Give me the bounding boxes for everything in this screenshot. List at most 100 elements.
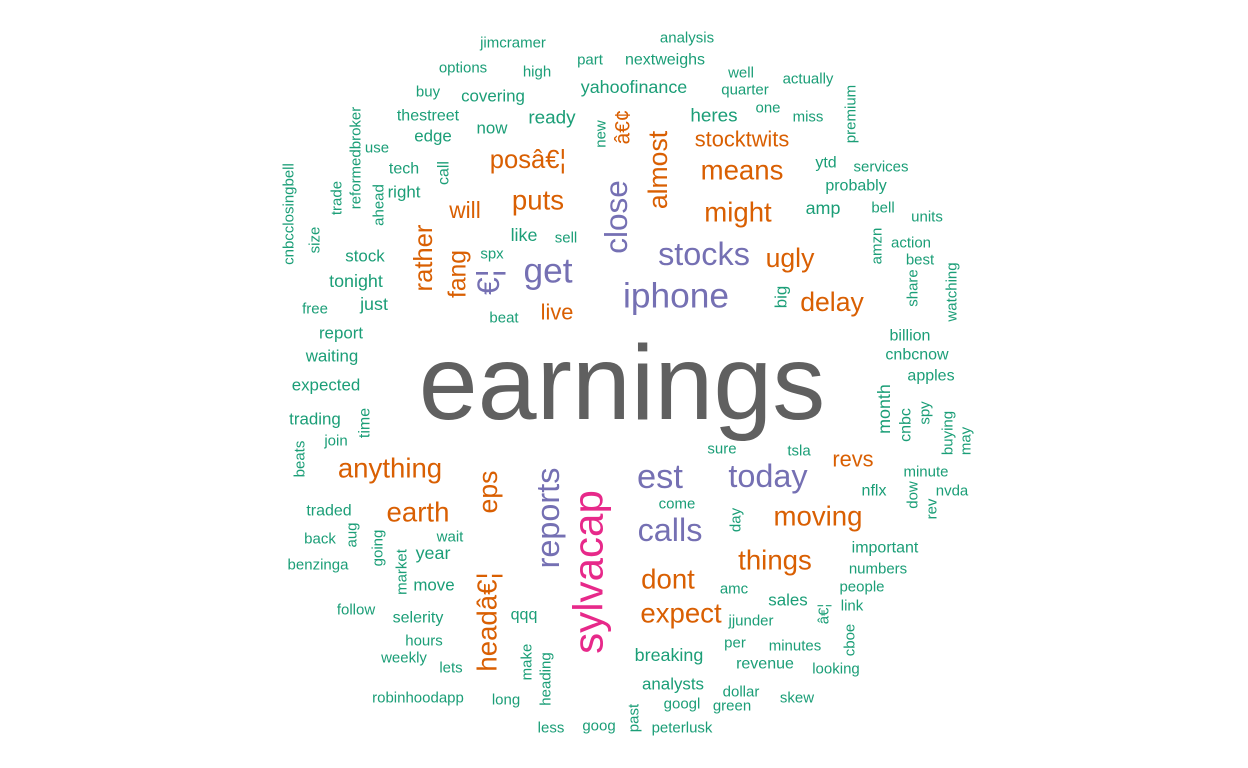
word-106: traded — [306, 503, 351, 520]
word-17: almost — [643, 130, 673, 209]
word-0: earnings — [419, 324, 826, 442]
word-2: iphone — [623, 277, 729, 316]
word-130: cboe — [842, 624, 859, 657]
word-14: might — [704, 197, 772, 228]
word-43: yahoofinance — [581, 77, 687, 97]
word-16: delay — [800, 287, 864, 317]
word-107: aug — [344, 522, 361, 547]
word-25: things — [738, 545, 812, 576]
word-13: means — [701, 155, 784, 186]
word-112: year — [416, 543, 451, 563]
word-132: breaking — [635, 645, 704, 665]
word-82: beat — [489, 310, 519, 327]
word-42: buy — [416, 84, 441, 101]
word-54: edge — [414, 127, 452, 146]
word-119: people — [839, 579, 884, 596]
word-138: analysts — [642, 675, 704, 694]
word-78: big — [772, 286, 791, 309]
word-79: share — [905, 269, 922, 307]
word-19: fang — [445, 250, 472, 298]
word-123: link — [841, 598, 864, 615]
word-62: ahead — [371, 184, 388, 226]
word-40: actually — [783, 71, 834, 88]
word-35: part — [577, 52, 604, 69]
word-67: units — [911, 209, 943, 226]
word-49: heres — [690, 106, 737, 127]
word-74: action — [891, 235, 931, 252]
word-15: ugly — [766, 243, 815, 273]
word-64: probably — [825, 178, 886, 195]
word-56: cnbcclosingbell — [281, 163, 298, 265]
word-52: now — [477, 119, 509, 138]
word-60: services — [853, 159, 908, 176]
word-104: rev — [924, 498, 941, 519]
word-63: trade — [329, 181, 346, 215]
word-121: follow — [337, 602, 376, 619]
word-108: day — [728, 507, 745, 532]
word-55: use — [365, 140, 389, 157]
word-23: headâ€¦ — [472, 572, 503, 671]
word-146: less — [538, 720, 565, 737]
word-109: back — [304, 531, 336, 548]
word-4: stocks — [658, 236, 750, 272]
word-41: premium — [843, 85, 860, 143]
word-80: free — [302, 301, 328, 318]
word-125: jjunder — [727, 613, 773, 630]
word-65: amp — [806, 198, 841, 218]
word-20: anything — [338, 453, 442, 484]
word-111: going — [370, 530, 387, 567]
word-88: apples — [907, 368, 954, 385]
word-51: miss — [793, 109, 824, 126]
word-76: tonight — [329, 271, 383, 291]
word-85: cnbcnow — [885, 347, 949, 364]
word-137: heading — [538, 652, 555, 705]
word-9: close — [598, 180, 634, 254]
word-92: spy — [917, 401, 934, 425]
word-37: options — [439, 60, 487, 77]
word-145: past — [626, 703, 643, 732]
word-133: weekly — [380, 650, 427, 667]
word-57: tech — [389, 161, 419, 178]
word-126: selerity — [393, 610, 444, 627]
word-44: quarter — [721, 82, 769, 99]
word-113: important — [852, 540, 919, 557]
word-21: earth — [387, 497, 450, 528]
word-34: analysis — [660, 30, 714, 47]
word-77: watching — [944, 262, 961, 322]
word-131: make — [519, 644, 536, 681]
word-128: per — [724, 635, 746, 652]
word-29: live — [541, 300, 574, 325]
word-87: month — [874, 384, 894, 434]
word-136: looking — [812, 661, 860, 678]
word-102: dow — [905, 481, 922, 509]
word-97: sure — [707, 441, 736, 458]
word-28: will — [448, 197, 481, 223]
word-148: peterlusk — [652, 720, 713, 737]
word-30: revs — [832, 447, 873, 472]
word-118: amc — [720, 581, 749, 598]
word-3: get — [523, 252, 572, 291]
word-22: eps — [473, 471, 503, 514]
word-141: dollar — [723, 684, 760, 701]
word-94: cnbc — [898, 408, 915, 442]
word-58: call — [436, 161, 453, 185]
word-36: nextweighs — [625, 52, 705, 69]
word-11: posâ€¦ — [490, 146, 566, 174]
word-129: minutes — [769, 638, 822, 655]
word-72: spx — [480, 246, 504, 263]
word-116: market — [394, 548, 411, 595]
word-124: qqq — [511, 607, 538, 624]
word-68: size — [307, 227, 324, 254]
word-142: skew — [780, 690, 814, 707]
word-117: move — [413, 576, 454, 595]
word-114: benzinga — [288, 557, 350, 574]
word-89: expected — [292, 376, 361, 395]
word-90: time — [357, 408, 374, 438]
word-61: right — [388, 183, 421, 202]
word-139: robinhoodapp — [372, 690, 464, 707]
word-100: minute — [903, 464, 948, 481]
word-93: buying — [940, 411, 957, 455]
word-69: like — [511, 225, 538, 245]
word-95: join — [323, 433, 347, 450]
word-135: revenue — [736, 656, 794, 673]
